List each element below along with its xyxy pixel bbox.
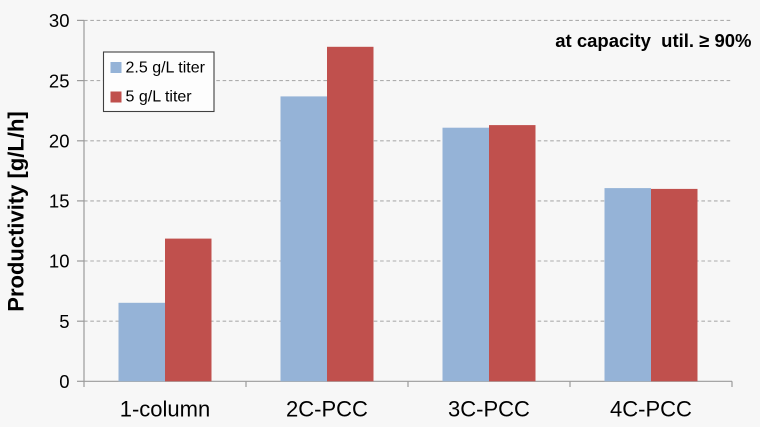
svg-text:0: 0 bbox=[59, 371, 69, 392]
svg-text:2.5 g/L titer: 2.5 g/L titer bbox=[126, 60, 206, 77]
svg-text:25: 25 bbox=[49, 70, 70, 91]
svg-text:at capacity util. ≥ 90%: at capacity util. ≥ 90% bbox=[555, 30, 751, 51]
svg-text:3C-PCC: 3C-PCC bbox=[448, 397, 530, 422]
svg-text:Productivity [g/L/h]: Productivity [g/L/h] bbox=[4, 111, 29, 311]
svg-text:2C-PCC: 2C-PCC bbox=[286, 397, 368, 422]
svg-text:5 g/L titer: 5 g/L titer bbox=[126, 89, 193, 106]
svg-text:30: 30 bbox=[49, 10, 70, 31]
svg-text:5: 5 bbox=[59, 311, 69, 332]
svg-text:10: 10 bbox=[49, 251, 70, 272]
svg-text:15: 15 bbox=[49, 191, 70, 212]
svg-text:4C-PCC: 4C-PCC bbox=[610, 397, 692, 422]
svg-text:1-column: 1-column bbox=[120, 397, 210, 422]
svg-text:20: 20 bbox=[49, 131, 70, 152]
